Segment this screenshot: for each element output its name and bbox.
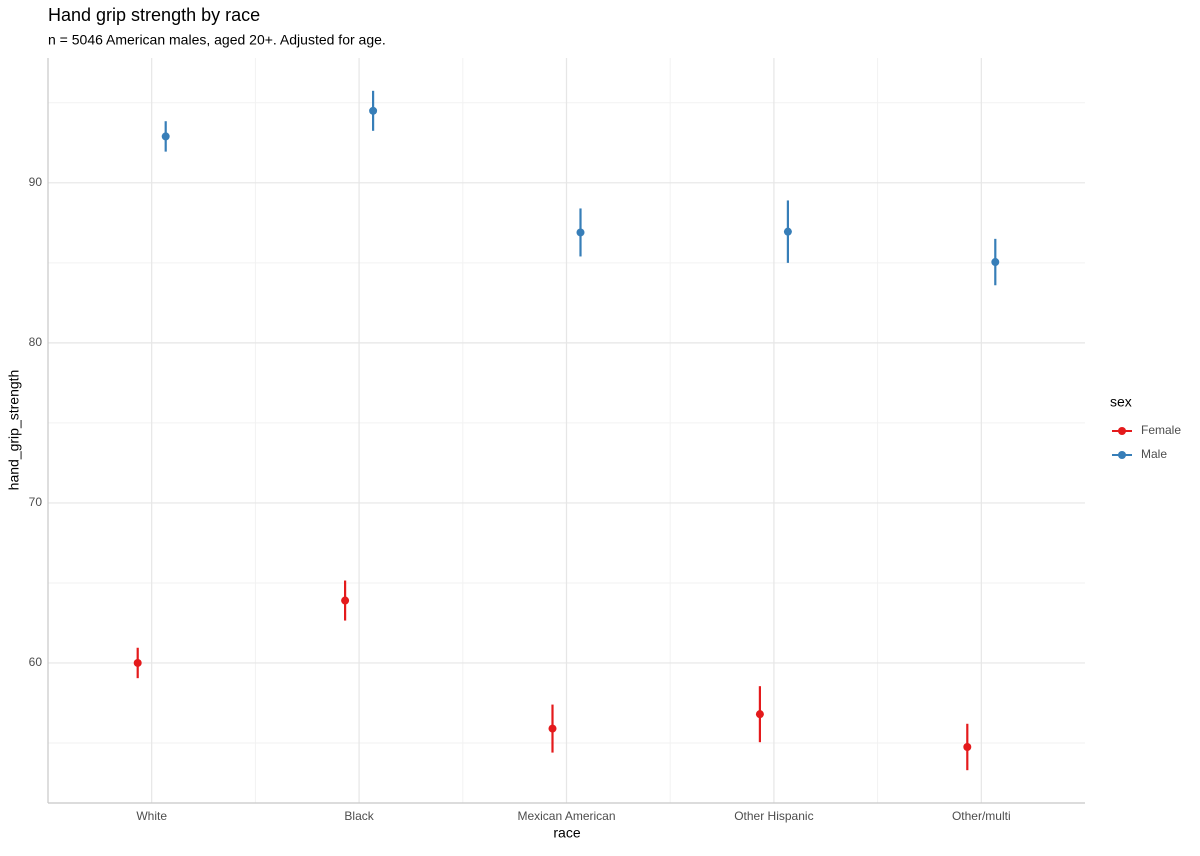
point	[548, 724, 557, 733]
x-axis-label: race	[553, 825, 580, 841]
point	[341, 596, 350, 605]
x-tick-label: Other/multi	[952, 809, 1011, 823]
chart-title: Hand grip strength by race	[48, 5, 260, 25]
legend-point	[1118, 451, 1126, 459]
point	[369, 106, 378, 115]
chart-subtitle: n = 5046 American males, aged 20+. Adjus…	[48, 32, 386, 48]
y-tick-label: 70	[29, 495, 43, 509]
legend-label: Male	[1141, 447, 1167, 461]
legend-point	[1118, 427, 1126, 435]
x-tick-label: Other Hispanic	[734, 809, 813, 823]
point	[963, 742, 972, 751]
point	[133, 658, 142, 667]
point	[783, 227, 792, 236]
x-tick-label: Mexican American	[517, 809, 615, 823]
point	[576, 228, 585, 237]
y-tick-label: 90	[29, 175, 43, 189]
y-tick-label: 60	[29, 655, 43, 669]
point	[755, 710, 764, 719]
y-axis-label: hand_grip_strength	[6, 370, 22, 491]
x-tick-label: Black	[344, 809, 374, 823]
legend-label: Female	[1141, 423, 1181, 437]
point	[991, 258, 1000, 267]
legend-title: sex	[1110, 394, 1132, 410]
x-tick-label: White	[136, 809, 167, 823]
y-tick-label: 80	[29, 335, 43, 349]
point	[161, 132, 170, 141]
